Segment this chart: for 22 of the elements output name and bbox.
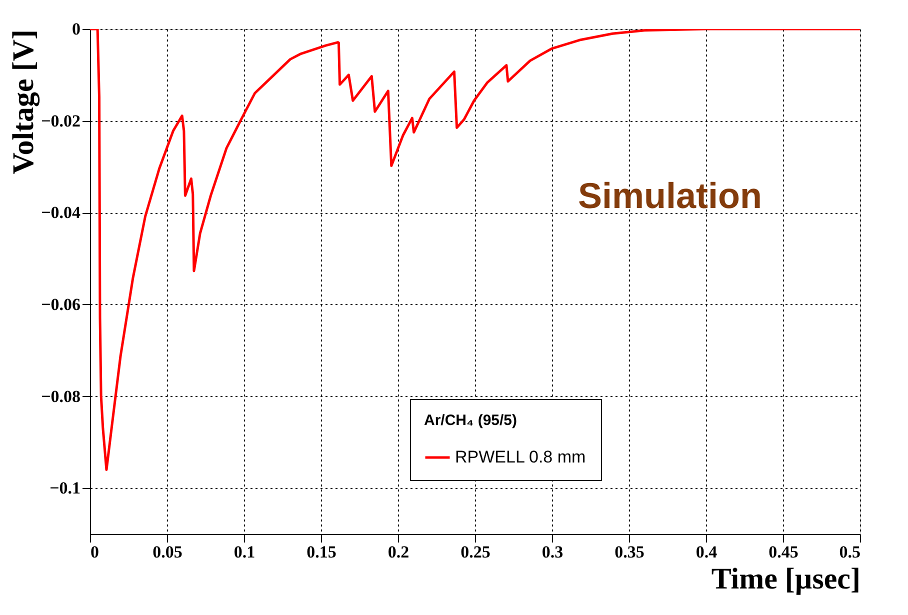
x-tick-label: 0.1 — [234, 542, 256, 562]
y-tick-label: −0.02 — [41, 111, 80, 130]
x-tick-label: 0.05 — [152, 542, 182, 562]
y-tick-label: −0.06 — [41, 294, 80, 314]
x-tick-label: 0.3 — [542, 542, 564, 562]
legend-title: Ar/CH₄ (95/5) — [424, 412, 518, 429]
x-tick-label: 0.35 — [614, 542, 644, 562]
y-tick-label: −0.04 — [41, 203, 81, 222]
x-tick-label: 0.2 — [388, 542, 410, 562]
x-axis-title: Time [µsec] — [711, 562, 860, 596]
y-tick-label: 0 — [72, 20, 80, 38]
x-tick-label: 0.5 — [839, 542, 860, 562]
y-tick-label: −0.08 — [41, 386, 80, 406]
legend-label: RPWELL 0.8 mm — [455, 448, 586, 466]
y-tick-label: −0.1 — [50, 478, 80, 498]
x-tick-label: 0.25 — [460, 542, 490, 562]
y-axis-title: Voltage [V] — [7, 30, 40, 174]
x-tick-label: 0 — [90, 542, 99, 562]
annotation: Simulation — [578, 175, 762, 216]
x-tick-label: 0.15 — [306, 542, 336, 562]
x-tick-label: 0.4 — [696, 542, 718, 562]
x-tick-label: 0.45 — [768, 542, 798, 562]
